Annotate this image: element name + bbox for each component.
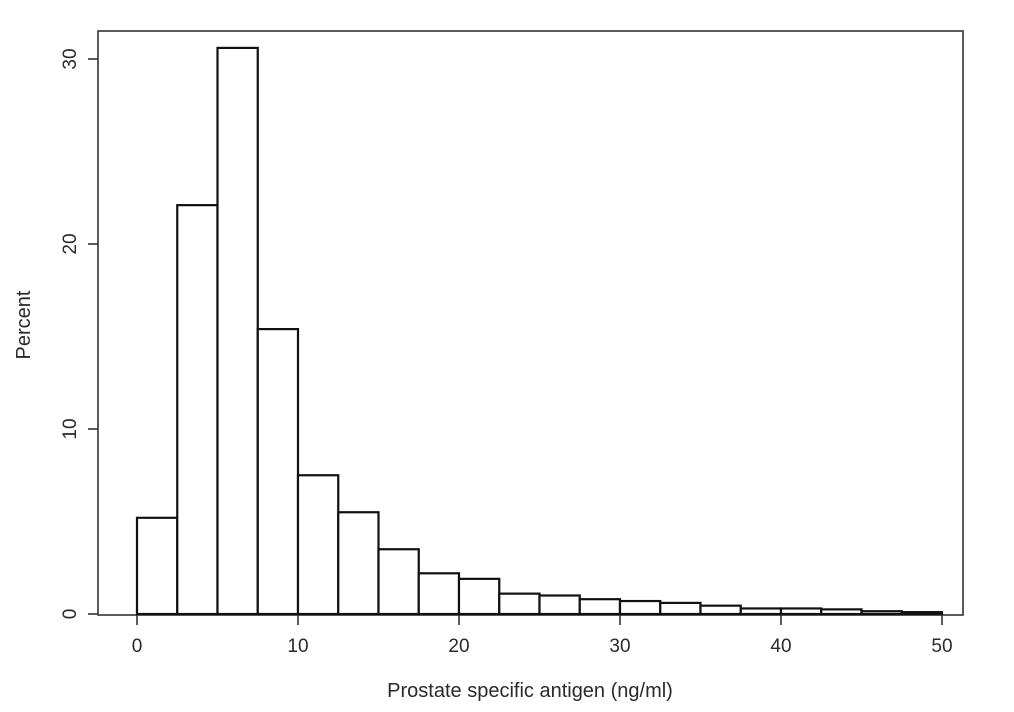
x-tick-label-0: 0 [132,636,143,657]
x-tick-label-10: 10 [287,636,308,657]
histogram-bar-6 [377,548,420,616]
histogram-bar-10 [538,594,581,616]
histogram-bar-19 [900,611,944,616]
x-axis: 0 10 20 30 40 50 [132,615,953,657]
histogram-bar-15 [739,607,783,616]
y-tick-label-20: 20 [60,233,81,254]
y-tick-label-0: 0 [60,609,81,620]
bars-group [135,46,944,616]
x-tick-label-50: 50 [931,636,952,657]
histogram-bar-16 [779,607,823,616]
histogram-bar-4 [296,474,340,616]
y-axis: 0 10 20 30 [60,48,98,619]
histogram-bar-8 [457,577,501,616]
histogram-bar-13 [659,601,702,616]
x-tick-label-30: 30 [609,636,630,657]
y-tick-label-10: 10 [60,418,81,439]
histogram-bar-12 [618,599,662,616]
histogram-bar-14 [699,604,742,616]
histogram-bar-5 [337,511,380,616]
histogram-bar-0 [135,516,179,616]
histogram-bar-17 [820,608,863,616]
x-tick-label-20: 20 [448,636,469,657]
y-axis-title: Percent [13,290,35,359]
histogram-bar-3 [256,328,300,616]
histogram-bar-2 [216,46,259,616]
histogram-bar-7 [417,572,461,616]
x-tick-label-40: 40 [770,636,791,657]
y-tick-label-30: 30 [60,48,81,69]
histogram-bar-11 [578,598,622,616]
histogram-bar-9 [498,592,541,616]
histogram-bar-18 [860,610,903,616]
x-axis-title: Prostate specific antigen (ng/ml) [387,680,673,702]
histogram-bar-1 [176,204,219,616]
